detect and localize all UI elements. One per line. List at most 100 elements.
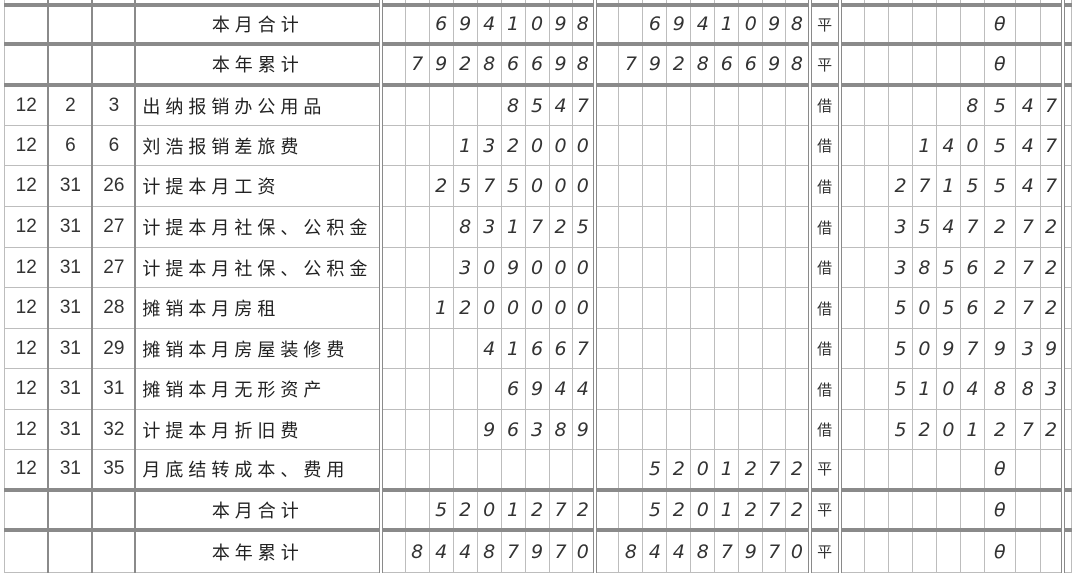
summary-cell: 摊销本月无形资产: [134, 368, 382, 410]
debit-digit-cell: 8: [476, 41, 502, 85]
balance-digit-cell: 3: [1039, 368, 1064, 410]
debit-digit-cell: 1: [500, 206, 526, 248]
debit-digit-cell: 5: [524, 82, 550, 126]
credit-digit-cell: [738, 82, 764, 126]
debit-digit-cell: [404, 287, 430, 329]
credit-digit-cell: 6: [738, 41, 764, 85]
voucher-cell: 6: [91, 125, 136, 166]
balance-digit-cell: [864, 82, 890, 126]
balance-digit-cell: [959, 41, 985, 85]
debit-digit-cell: 8: [452, 206, 478, 248]
balance-digit-cell: [959, 487, 985, 530]
balance-digit-cell: θ: [983, 527, 1016, 573]
month-cell: 12: [4, 82, 49, 126]
balance-digit-cell: [935, 449, 961, 490]
balance-digit-cell: 1: [911, 368, 937, 410]
debit-digit-cell: 7: [476, 165, 502, 207]
balance-digit-cell: θ: [983, 41, 1016, 85]
debit-digit-cell: 0: [476, 247, 502, 288]
debit-digit-cell: 0: [524, 287, 550, 329]
balance-digit-cell: [1014, 41, 1041, 85]
debit-digit-cell: 2: [500, 125, 526, 166]
balance-digit-cell: [888, 527, 913, 573]
debit-digit-cell: 0: [524, 125, 550, 166]
balance-digit-cell: [864, 287, 890, 329]
right-margin-cell: [1061, 165, 1072, 207]
day-cell: 31: [47, 449, 93, 490]
debit-digit-cell: 8: [548, 409, 573, 450]
debit-digit-cell: 0: [548, 125, 573, 166]
balance-digit-cell: [911, 527, 937, 573]
credit-digit-cell: [762, 247, 787, 288]
debit-digit-cell: [379, 527, 406, 573]
balance-digit-cell: 5: [959, 165, 985, 207]
debit-digit-cell: 9: [500, 247, 526, 288]
direction-cell: 借: [807, 82, 841, 126]
credit-digit-cell: 1: [714, 487, 740, 530]
debit-digit-cell: [428, 449, 454, 490]
credit-digit-cell: [785, 125, 811, 166]
credit-digit-cell: [618, 287, 644, 329]
debit-digit-cell: 9: [524, 527, 550, 573]
credit-digit-cell: 7: [762, 449, 787, 490]
day-cell: [47, 2, 93, 44]
voucher-cell: 27: [91, 206, 136, 248]
balance-digit-cell: [837, 527, 866, 573]
debit-digit-cell: 0: [500, 287, 526, 329]
debit-digit-cell: 9: [524, 368, 550, 410]
debit-digit-cell: [404, 368, 430, 410]
direction-cell: 平: [807, 41, 841, 85]
month-cell: 12: [4, 328, 49, 369]
voucher-cell: [91, 2, 136, 44]
balance-digit-cell: [837, 125, 866, 166]
debit-digit-cell: [404, 165, 430, 207]
credit-digit-cell: [714, 409, 740, 450]
balance-digit-cell: [864, 2, 890, 44]
balance-digit-cell: 5: [983, 82, 1016, 126]
debit-digit-cell: 9: [452, 2, 478, 44]
balance-digit-cell: 1: [911, 125, 937, 166]
credit-digit-cell: [738, 206, 764, 248]
right-margin-cell: [1061, 328, 1072, 369]
credit-digit-cell: [690, 328, 716, 369]
direction-cell: 借: [807, 409, 841, 450]
credit-digit-cell: [785, 328, 811, 369]
balance-digit-cell: [911, 41, 937, 85]
month-cell: 12: [4, 206, 49, 248]
balance-digit-cell: [911, 82, 937, 126]
credit-digit-cell: [714, 328, 740, 369]
debit-digit-cell: 8: [476, 527, 502, 573]
debit-digit-cell: 9: [571, 409, 596, 450]
balance-digit-cell: 2: [1039, 247, 1064, 288]
balance-digit-cell: [911, 449, 937, 490]
day-cell: 31: [47, 206, 93, 248]
credit-digit-cell: [666, 409, 692, 450]
credit-digit-cell: 7: [618, 41, 644, 85]
balance-digit-cell: 2: [1039, 206, 1064, 248]
credit-digit-cell: [714, 125, 740, 166]
debit-digit-cell: [404, 247, 430, 288]
balance-digit-cell: 5: [888, 409, 913, 450]
balance-digit-cell: 0: [959, 125, 985, 166]
month-cell: 12: [4, 165, 49, 207]
credit-digit-cell: 0: [690, 449, 716, 490]
debit-digit-cell: [452, 409, 478, 450]
credit-digit-cell: [642, 368, 668, 410]
debit-digit-cell: [404, 449, 430, 490]
balance-digit-cell: 7: [1014, 409, 1041, 450]
debit-digit-cell: [428, 247, 454, 288]
right-margin-cell: [1061, 247, 1072, 288]
balance-digit-cell: [888, 125, 913, 166]
debit-digit-cell: [404, 487, 430, 530]
credit-digit-cell: [592, 2, 620, 44]
debit-digit-cell: 0: [476, 487, 502, 530]
credit-digit-cell: [690, 125, 716, 166]
debit-digit-cell: 0: [476, 287, 502, 329]
ledger-row: 12 31 27 计提本月社保、公积金 8 3 1 7 2 5 借 3 5 4 7 2 7 2: [4, 206, 1072, 248]
day-cell: 31: [47, 409, 93, 450]
credit-digit-cell: 9: [642, 41, 668, 85]
credit-digit-cell: [592, 487, 620, 530]
debit-digit-cell: 7: [500, 527, 526, 573]
balance-digit-cell: 1: [959, 409, 985, 450]
credit-digit-cell: 0: [690, 487, 716, 530]
